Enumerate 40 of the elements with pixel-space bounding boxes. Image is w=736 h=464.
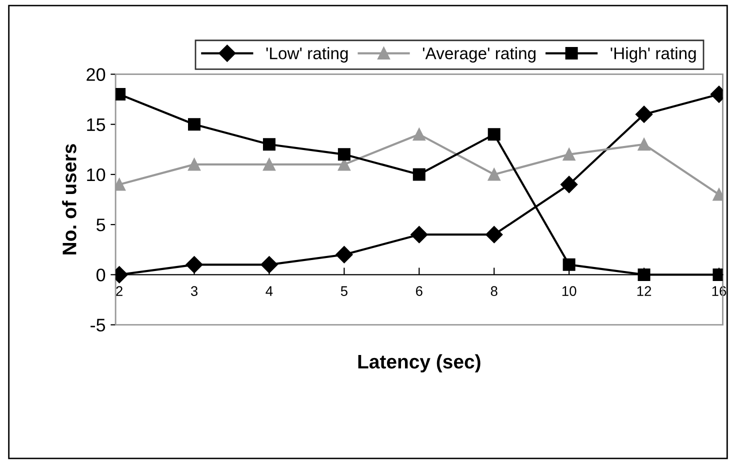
point [336, 246, 353, 264]
point [410, 226, 428, 244]
x-tick-label: 16 [712, 286, 726, 296]
x-tick-label: 5 [340, 286, 348, 296]
y-tick-label: 20 [86, 68, 106, 81]
x-tick-label: 3 [190, 286, 198, 296]
point [188, 158, 201, 171]
point [188, 118, 201, 131]
x-tick-label: 8 [490, 286, 498, 296]
point [486, 226, 503, 244]
y-tick-label: 0 [96, 268, 106, 282]
x-tick-label: 2 [116, 286, 122, 296]
point [338, 148, 350, 161]
point [635, 106, 653, 123]
x-tick-label: 6 [416, 286, 422, 296]
legend-label: 'Average' rating [422, 47, 536, 63]
point [638, 268, 650, 281]
legend-label: 'High' rating [610, 47, 696, 63]
point [488, 168, 500, 181]
point [412, 168, 426, 181]
legend-label: 'Low' rating [266, 47, 348, 63]
point [638, 138, 650, 151]
y-tick-label: 10 [87, 168, 106, 182]
point [488, 128, 500, 141]
x-tick-label: 12 [637, 286, 652, 296]
point [562, 258, 576, 271]
x-tick-label: 4 [266, 286, 273, 296]
point [262, 158, 276, 171]
point [562, 148, 576, 161]
point [412, 128, 426, 141]
x-axis-title: Latency (sec) [358, 354, 480, 372]
y-tick-label: 5 [96, 218, 106, 232]
y-tick-label: 15 [87, 118, 106, 132]
point [262, 138, 276, 151]
y-axis-title: No. of users [62, 144, 76, 254]
point [186, 256, 203, 274]
point [560, 176, 578, 194]
point [260, 256, 278, 274]
y-tick-label: -5 [90, 318, 106, 332]
x-tick-label: 10 [562, 286, 576, 296]
